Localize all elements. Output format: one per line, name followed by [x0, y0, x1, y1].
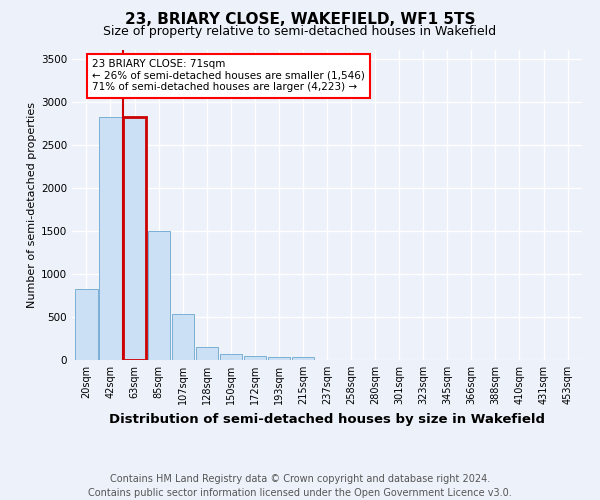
Bar [292, 358, 314, 360]
Text: Size of property relative to semi-detached houses in Wakefield: Size of property relative to semi-detach… [103, 25, 497, 38]
Text: Contains HM Land Registry data © Crown copyright and database right 2024.
Contai: Contains HM Land Registry data © Crown c… [88, 474, 512, 498]
Bar [76, 290, 98, 360]
Text: 23, BRIARY CLOSE, WAKEFIELD, WF1 5TS: 23, BRIARY CLOSE, WAKEFIELD, WF1 5TS [125, 12, 475, 28]
Bar [244, 356, 266, 360]
Bar [220, 354, 242, 360]
Bar [124, 117, 146, 360]
Bar [196, 346, 218, 360]
Bar [172, 314, 194, 360]
Bar [148, 231, 170, 360]
X-axis label: Distribution of semi-detached houses by size in Wakefield: Distribution of semi-detached houses by … [109, 412, 545, 426]
Bar [100, 117, 122, 360]
Text: 23 BRIARY CLOSE: 71sqm
← 26% of semi-detached houses are smaller (1,546)
71% of : 23 BRIARY CLOSE: 71sqm ← 26% of semi-det… [92, 60, 365, 92]
Bar [268, 358, 290, 360]
Y-axis label: Number of semi-detached properties: Number of semi-detached properties [27, 102, 37, 308]
